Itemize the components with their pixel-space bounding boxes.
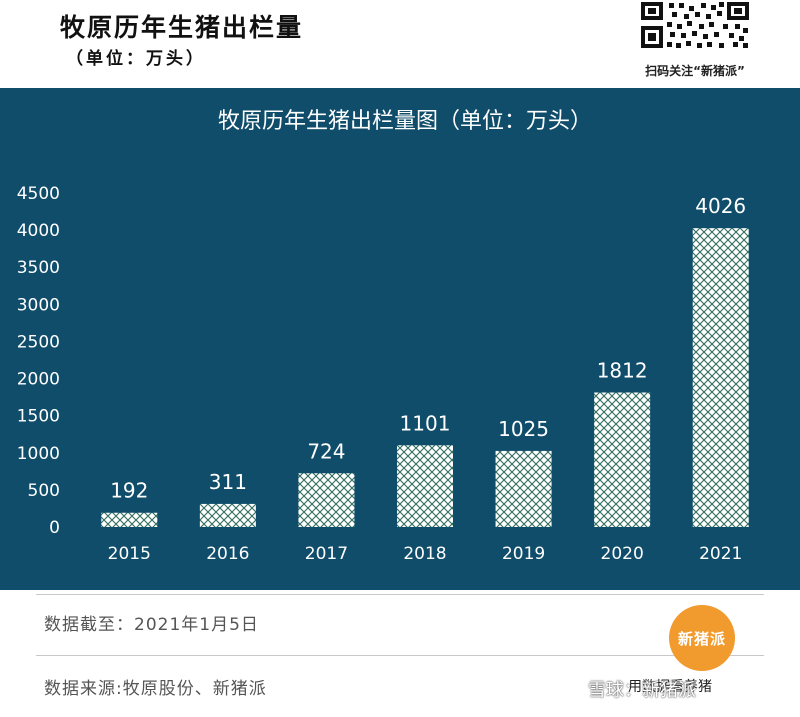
bar-2021 (692, 228, 749, 527)
qr-code-graphic (639, 0, 751, 50)
y-tick-label: 3500 (17, 258, 60, 278)
data-cutoff-note: 数据截至：2021年1月5日 (44, 615, 259, 635)
data-label: 4026 (695, 194, 746, 218)
data-label: 311 (209, 470, 247, 494)
x-tick-label: 2021 (699, 544, 742, 564)
y-tick-label: 3000 (17, 295, 60, 315)
bar-2016 (199, 503, 256, 527)
x-tick-label: 2017 (305, 544, 348, 564)
data-label: 724 (307, 439, 345, 463)
bar-2018 (397, 445, 453, 527)
x-tick-label: 2015 (108, 544, 151, 564)
snowball-icon (563, 679, 583, 699)
data-label: 1812 (597, 359, 648, 383)
bar-chart: 牧原历年生猪出栏量图（单位：万头） 0 500 1000 1500 2000 2500 30… (17, 109, 749, 564)
xueqiu-watermark: 雪球：新猪派 (562, 676, 696, 702)
x-tick-label: 2019 (502, 544, 545, 564)
qr-caption: 扫码关注“新猪派” (645, 64, 745, 78)
y-tick-label: 1500 (17, 407, 60, 427)
x-tick-label: 2020 (601, 544, 644, 564)
watermark-label: 雪球：新猪派 (588, 680, 696, 701)
x-tick-label: 2016 (206, 544, 249, 564)
brand-slogan: 用数据看养猪 (628, 679, 712, 695)
y-tick-label: 0 (49, 518, 60, 538)
y-tick-label: 4000 (17, 221, 60, 241)
bar-2015 (101, 512, 158, 527)
bar-2019 (495, 450, 552, 527)
data-label: 192 (110, 479, 148, 503)
bar-2017 (298, 473, 355, 527)
bar-2020 (594, 392, 651, 527)
y-tick-label: 4500 (17, 184, 60, 204)
chart-title: 牧原历年生猪出栏量图（单位：万头） (218, 109, 592, 134)
y-tick-label: 2000 (17, 370, 60, 390)
x-tick-label: 2018 (403, 544, 446, 564)
data-label: 1101 (400, 411, 451, 435)
chart-panel: 牧原历年生猪出栏量图（单位：万头） 0 500 1000 1500 2000 2500 30… (0, 88, 800, 590)
brand-badge: 新猪派 (669, 605, 735, 671)
footer-divider (36, 655, 764, 656)
unit-subtitle: （单位：万头） (66, 49, 206, 69)
y-tick-label: 2500 (17, 332, 60, 352)
qr-code (639, 0, 751, 50)
y-tick-label: 500 (28, 481, 60, 501)
footer-divider (36, 594, 764, 595)
y-tick-label: 1000 (17, 444, 60, 464)
data-label: 1025 (498, 417, 549, 441)
data-source-note: 数据来源:牧原股份、新猪派 (44, 679, 267, 699)
page-title: 牧原历年生猪出栏量 (60, 13, 304, 42)
